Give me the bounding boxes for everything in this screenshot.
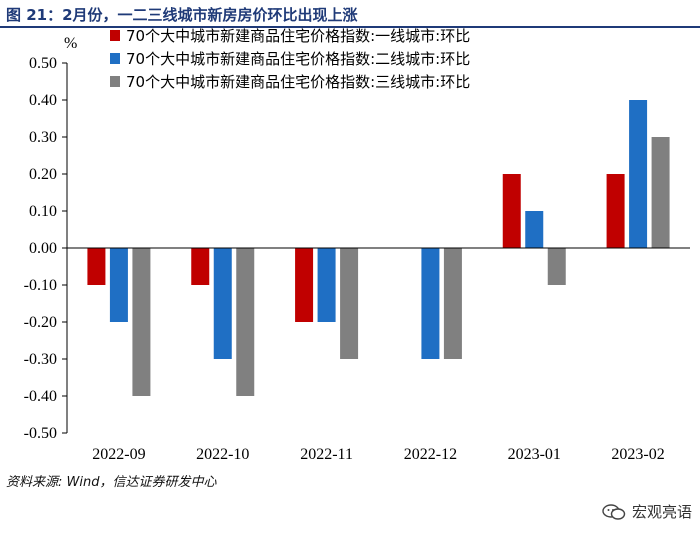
legend-label-series-1: 70个大中城市新建商品住宅价格指数:一线城市:环比: [126, 27, 470, 45]
legend-swatch-series-2: [110, 53, 120, 64]
wechat-icon: [602, 503, 626, 520]
bar-2022-09-series-1: [87, 248, 106, 285]
x-axis-labels: 2022-09 2022-10 2022-11 2022-12 2023-01 2023-…: [92, 446, 664, 463]
y-tick-label: -0.30: [24, 351, 57, 368]
y-tick-label: 0.20: [29, 166, 57, 183]
x-tick-label: 2022-10: [196, 446, 249, 463]
x-tick-label: 2022-09: [92, 446, 145, 463]
watermark-text: 宏观亮语: [631, 503, 692, 521]
y-axis-unit: %: [64, 35, 77, 52]
bar-2023-02-series-1: [606, 174, 625, 248]
y-tick-label: -0.20: [24, 314, 57, 331]
x-tick-label: 2023-01: [508, 446, 561, 463]
bar-2022-12-series-2: [421, 248, 440, 359]
y-tick-label: 0.00: [29, 240, 57, 257]
x-tick-label: 2022-12: [404, 446, 457, 463]
bar-2022-10-series-2: [213, 248, 232, 359]
bar-2022-12-series-3: [443, 248, 462, 359]
legend-label-series-2: 70个大中城市新建商品住宅价格指数:二线城市:环比: [126, 50, 470, 68]
title-rule: [0, 26, 700, 28]
legend-swatch-series-1: [110, 30, 120, 41]
legend-label-series-3: 70个大中城市新建商品住宅价格指数:三线城市:环比: [126, 73, 470, 91]
watermark: 宏观亮语: [602, 501, 692, 522]
y-tick-label: 0.10: [29, 203, 57, 220]
bar-2023-02-series-2: [629, 100, 648, 248]
y-axis-ticks: 0.50 0.40 0.30 0.20 0.10 0.00 -0.10 -0.20 -0.30 -…: [24, 55, 67, 442]
y-tick-label: -0.40: [24, 388, 57, 405]
bar-2023-01-series-1: [502, 174, 521, 248]
bar-2022-11-series-3: [340, 248, 359, 359]
y-tick-label: 0.40: [29, 92, 57, 109]
y-tick-label: -0.10: [24, 277, 57, 294]
bar-2022-11-series-1: [295, 248, 314, 322]
source-note: 资料来源: Wind，信达证券研发中心: [6, 475, 217, 490]
legend: 70个大中城市新建商品住宅价格指数:一线城市:环比 70个大中城市新建商品住宅价格…: [110, 27, 470, 91]
y-tick-label: 0.50: [29, 55, 57, 72]
bar-2023-02-series-3: [651, 137, 670, 248]
legend-swatch-series-3: [110, 76, 120, 87]
bar-2022-10-series-1: [191, 248, 210, 285]
y-tick-label: 0.30: [29, 129, 57, 146]
figure-title: 图 21：2月份，一二三线城市新房房价环比出现上涨: [6, 6, 358, 24]
bar-2022-09-series-3: [132, 248, 151, 396]
bar-2023-01-series-2: [525, 211, 544, 248]
y-tick-label: -0.50: [24, 425, 57, 442]
bar-2022-10-series-3: [236, 248, 255, 396]
x-tick-label: 2022-11: [300, 446, 353, 463]
x-tick-label: 2023-02: [611, 446, 664, 463]
bar-2022-09-series-2: [109, 248, 128, 322]
bar-groups: [87, 100, 670, 396]
bar-2022-11-series-2: [317, 248, 336, 322]
bar-2023-01-series-3: [547, 248, 566, 285]
